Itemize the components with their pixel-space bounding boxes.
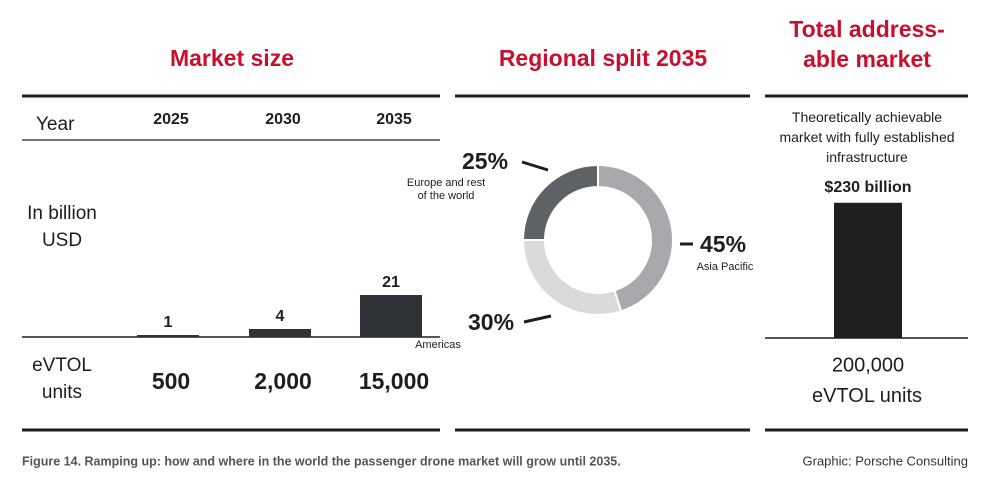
value-label: 1	[164, 314, 173, 331]
source: Graphic: Porsche Consulting	[803, 453, 968, 468]
units-value: 500	[152, 368, 190, 394]
units-label: eVTOL units	[811, 385, 923, 407]
bar	[360, 295, 422, 337]
bar	[834, 202, 902, 338]
leader-line	[523, 314, 552, 324]
x-tick-label: 2030	[265, 111, 301, 128]
caption: Figure 14. Ramping up: how and where in …	[22, 454, 621, 468]
donut-segment	[521, 163, 599, 241]
category-label: Americas	[415, 339, 461, 351]
value-label: 25%	[462, 148, 508, 174]
value-label: 21	[382, 274, 400, 291]
category-label: Europe and rest of the world	[406, 177, 486, 202]
panel-title: Regional split 2035	[499, 45, 708, 71]
value-label: 4	[276, 308, 285, 325]
x-label: Year	[36, 114, 75, 135]
value-label: 30%	[468, 309, 514, 335]
category-label: Asia Pacific	[696, 261, 754, 273]
donut-segment	[597, 163, 674, 313]
subtitle: Theoretically achievable market with ful…	[779, 109, 955, 165]
panel-title: Total address-able market	[789, 16, 945, 72]
units-label: eVTOL units	[32, 355, 92, 403]
bar	[137, 335, 199, 337]
units-value: 2,000	[254, 368, 312, 394]
x-tick-label: 2025	[153, 111, 189, 128]
units-value: 200,000	[832, 354, 904, 376]
bar	[249, 329, 311, 337]
value-label: $230 billion	[824, 179, 911, 196]
y-label: In billion USD	[27, 203, 97, 251]
leader-line	[521, 160, 549, 172]
value-label: 45%	[700, 231, 746, 257]
donut-segment	[521, 239, 623, 316]
panel-title: Market size	[170, 45, 294, 71]
x-tick-label: 2035	[376, 111, 412, 128]
units-value: 15,000	[359, 368, 429, 394]
